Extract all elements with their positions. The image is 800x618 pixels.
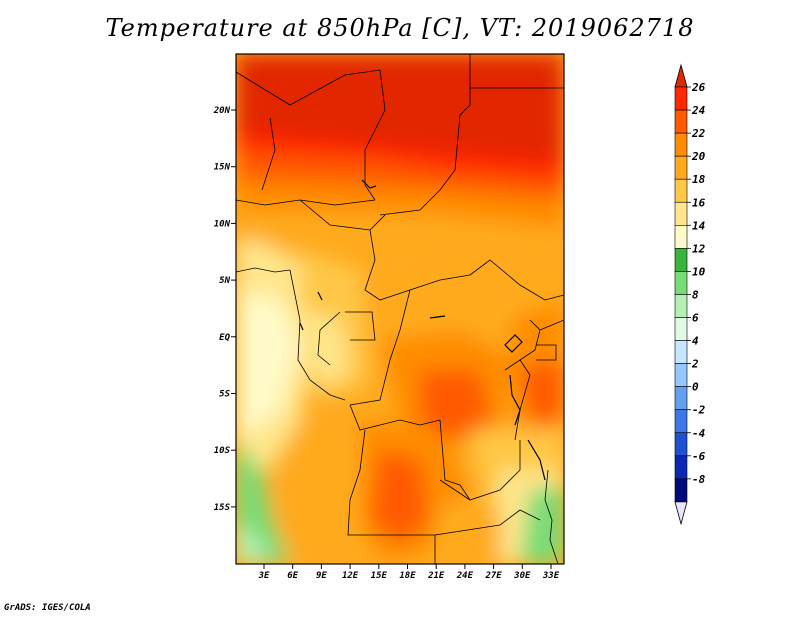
country-borders	[236, 54, 564, 564]
colorbar-swatch	[674, 178, 688, 203]
lon-tick-label: 12E	[342, 571, 359, 581]
lat-tick-label: EQ	[219, 333, 230, 343]
colorbar-swatch	[674, 478, 688, 503]
colorbar-swatch	[674, 432, 688, 457]
colorbar-swatch	[674, 86, 688, 111]
lat-tick-label: 10N	[214, 219, 231, 229]
colorbar-swatch	[674, 248, 688, 272]
lat-tick-label: 10S	[214, 446, 231, 456]
colorbar-label: 14	[692, 219, 706, 232]
lat-tick-label: 5S	[219, 390, 230, 400]
temperature-field	[236, 54, 564, 564]
colorbar-swatch	[674, 271, 688, 295]
grads-credit: GrADS: IGES/COLA	[4, 603, 91, 613]
lon-tick-label: 30E	[513, 571, 531, 581]
colorbar-label: 6	[692, 312, 699, 325]
colorbar-label: 16	[692, 196, 706, 209]
colorbar-swatch	[674, 201, 688, 226]
colorbar-under-arrow	[674, 501, 688, 526]
lon-tick-label: 21E	[427, 571, 445, 581]
lon-tick-label: 15E	[371, 571, 388, 581]
colorbar-label: 22	[691, 127, 706, 140]
colorbar-swatch	[674, 317, 688, 341]
colorbar-swatch	[674, 109, 688, 134]
lat-tick-label: 15S	[214, 503, 231, 513]
colorbar-label: -4	[692, 427, 706, 440]
lakes	[299, 179, 546, 481]
colorbar-label: 10	[692, 265, 706, 278]
colorbar-swatch	[674, 409, 688, 434]
colorbar-label: 8	[692, 288, 699, 301]
chart-title: Temperature at 850hPa [C], VT: 201906271…	[105, 14, 695, 42]
colorbar-label: 26	[691, 81, 706, 94]
lon-tick-label: 33E	[542, 571, 560, 581]
colorbar-swatch	[674, 155, 688, 180]
colorbar-swatch	[674, 386, 688, 410]
lat-tick-label: 20N	[213, 106, 231, 116]
colorbar-label: 4	[692, 335, 699, 348]
lon-tick-label: 3E	[258, 571, 270, 581]
colorbar-label: -2	[692, 404, 706, 417]
lat-tick-label: 5N	[219, 276, 230, 286]
lon-tick-label: 6E	[287, 571, 298, 581]
colorbar-swatch	[674, 363, 688, 387]
lon-tick-label: 24E	[456, 571, 474, 581]
colorbar-swatch	[674, 294, 688, 318]
colorbar-label: -6	[692, 450, 706, 463]
colorbar-over-arrow	[674, 63, 688, 88]
map-frame	[235, 53, 565, 565]
colorbar-label: 24	[691, 104, 706, 117]
lon-tick-label: 18E	[399, 571, 416, 581]
lat-tick-label: 15N	[214, 163, 231, 173]
colorbar-label: 2	[691, 358, 699, 371]
lon-tick-label: 27E	[484, 571, 502, 581]
colorbar-label: 20	[691, 150, 706, 163]
longitude-axis: 3E 6E 9E 12E 15E 18E 21E 24E 27E 30E 33E	[258, 564, 560, 581]
lon-tick-label: 9E	[316, 571, 327, 581]
colorbar-swatch	[674, 132, 688, 157]
colorbar-label: -8	[692, 473, 706, 486]
colorbar-swatch	[674, 340, 688, 364]
colorbar-swatch	[674, 225, 688, 249]
latitude-axis: 20N 15N 10N 5N EQ 5S 10S 15S	[213, 106, 236, 513]
colorbar-label: 12	[692, 242, 706, 255]
colorbar-label: 18	[692, 173, 706, 186]
colorbar-label: 0	[692, 381, 699, 394]
colorbar-swatch	[674, 455, 688, 480]
